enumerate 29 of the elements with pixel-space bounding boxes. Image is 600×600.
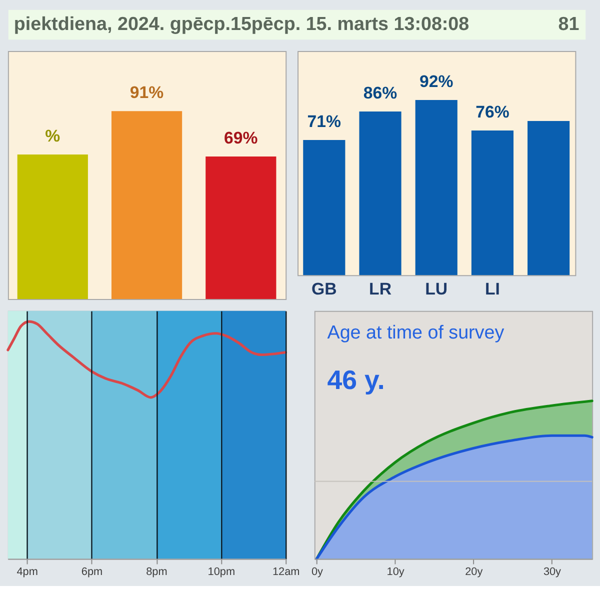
x-tick-label: 6pm (81, 566, 103, 578)
bar (303, 140, 346, 276)
data-label: 86% (363, 84, 398, 103)
x-tick-label: LR (369, 279, 392, 298)
data-label: 69% (224, 128, 258, 148)
x-tick-label: 10y (386, 566, 405, 578)
text: 81 (558, 13, 580, 34)
bar (359, 111, 402, 276)
data-label: % (45, 126, 60, 146)
data-label: 92% (420, 72, 454, 92)
data-label: 76% (476, 102, 510, 122)
bar (471, 130, 514, 276)
x-tick-label: 20y (465, 566, 484, 578)
x-tick-label: LU (425, 279, 448, 298)
x-tick-label: 0y (311, 566, 324, 578)
x-tick-label: 8pm (146, 566, 168, 578)
data-label: 91% (130, 83, 164, 102)
text: 46 y. (327, 365, 385, 396)
bar (415, 100, 458, 276)
data-label: 71% (307, 112, 342, 132)
x-tick-label: 4pm (16, 566, 38, 578)
text: piektdiena, 2024. gpēcp.15pēcp. 15. marts 13:08:08 (14, 13, 470, 34)
bar (528, 120, 570, 276)
x-tick-label: 10pm (208, 566, 236, 578)
x-tick-label: GB (312, 279, 337, 298)
x-tick-label: 12am (272, 566, 300, 578)
chart-title: Age at time of survey (327, 322, 505, 343)
x-tick-label: 30y (543, 566, 562, 578)
x-tick-label: LI (484, 279, 500, 298)
